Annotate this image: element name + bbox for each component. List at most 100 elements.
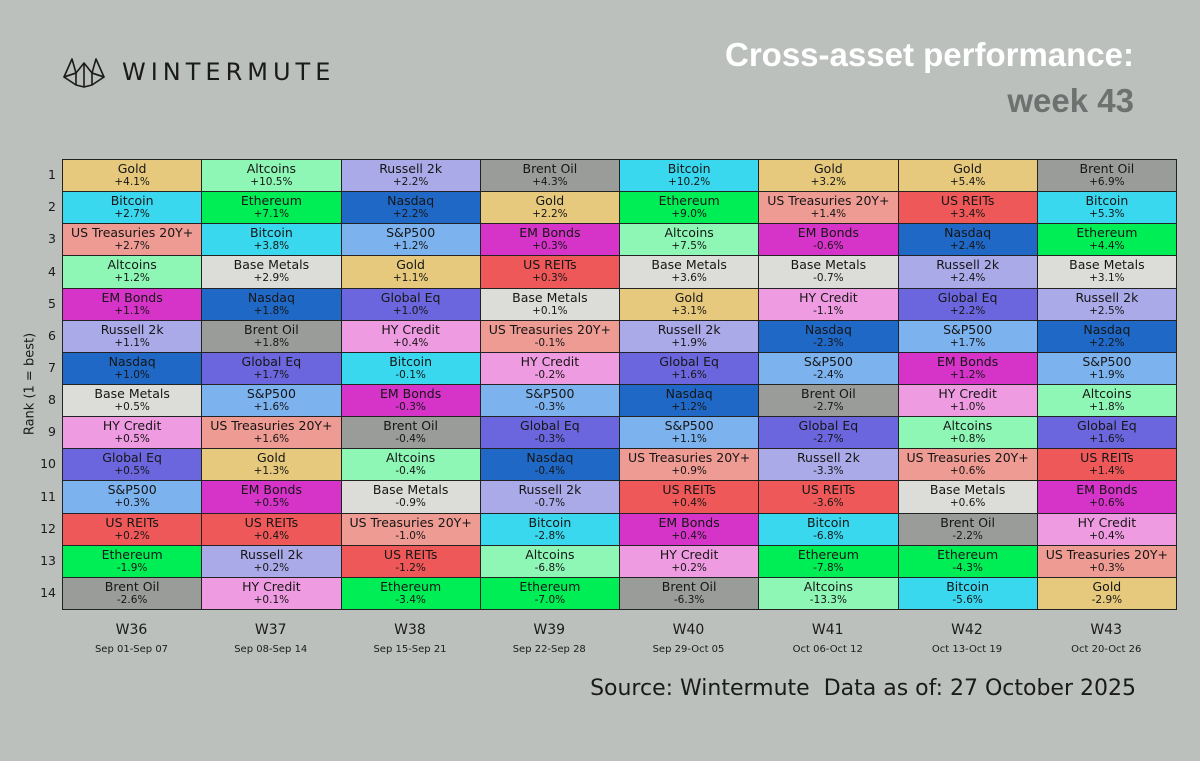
- asset-return: -0.3%: [534, 401, 566, 413]
- asset-name: US Treasuries 20Y+: [627, 450, 751, 466]
- asset-name: EM Bonds: [101, 289, 163, 305]
- table-cell: EM Bonds +0.5%: [201, 480, 342, 514]
- week-label: W37 Sep 08-Sep 14: [201, 622, 340, 655]
- asset-name: Brent Oil: [244, 321, 299, 337]
- asset-return: +0.4%: [392, 336, 429, 349]
- rank-tick-label: 3: [48, 231, 56, 247]
- asset-name: Nasdaq: [526, 450, 574, 466]
- asset-name: US Treasuries 20Y+: [70, 225, 194, 241]
- table-cell: US Treasuries 20Y+ +1.6%: [201, 416, 342, 450]
- table-cell: US REITs +0.4%: [619, 480, 760, 514]
- asset-name: Altcoins: [246, 161, 297, 176]
- table-cell: S&P500 +1.9%: [1036, 351, 1177, 385]
- table-cell: Ethereum +9.0%: [619, 191, 760, 225]
- asset-return: +10.2%: [668, 176, 711, 188]
- asset-name: US REITs: [801, 482, 856, 498]
- asset-name: US REITs: [383, 546, 438, 562]
- asset-return: +1.9%: [1089, 368, 1125, 381]
- table-cell: Base Metals +3.6%: [619, 255, 760, 289]
- table-cell: HY Credit -1.1%: [758, 287, 899, 321]
- table-cell: Ethereum +4.4%: [1036, 223, 1177, 257]
- rank-tick-label: 1: [48, 167, 56, 183]
- asset-name: US Treasuries 20Y+: [210, 418, 333, 434]
- table-cell: US Treasuries 20Y+ +2.7%: [62, 223, 203, 257]
- asset-return: +2.5%: [1089, 304, 1125, 317]
- chart-title: Cross-asset performance:: [725, 36, 1134, 73]
- asset-name: Base Metals: [372, 482, 449, 498]
- asset-name: Bitcoin: [110, 193, 154, 209]
- table-cell: Bitcoin -0.1%: [340, 351, 481, 385]
- asset-name: Ethereum: [937, 546, 999, 562]
- asset-return: +1.1%: [671, 433, 707, 446]
- week-label: W42 Oct 13-Oct 19: [898, 622, 1037, 655]
- asset-return: -0.3%: [395, 401, 426, 413]
- table-cell: Global Eq +1.0%: [340, 287, 481, 321]
- asset-name: Russell 2k: [518, 482, 582, 498]
- asset-name: US Treasuries 20Y+: [767, 193, 890, 209]
- week-dates: Oct 06-Oct 12: [792, 644, 863, 655]
- asset-return: +1.3%: [253, 465, 290, 478]
- asset-return: +10.5%: [250, 176, 293, 188]
- brand-name: WINTERMUTE: [122, 58, 336, 86]
- asset-return: +4.1%: [114, 176, 150, 188]
- week-label: W43 Oct 20-Oct 26: [1037, 622, 1176, 655]
- rank-tick-label: 14: [40, 584, 56, 600]
- asset-return: +1.8%: [253, 336, 290, 349]
- table-cell: US Treasuries 20Y+ +0.9%: [619, 448, 760, 482]
- asset-name: EM Bonds: [658, 514, 720, 530]
- asset-return: +0.3%: [1089, 561, 1125, 574]
- asset-name: HY Credit: [799, 289, 858, 305]
- week-label: W41 Oct 06-Oct 12: [758, 622, 897, 655]
- asset-name: HY Credit: [938, 386, 997, 401]
- asset-name: Brent Oil: [661, 578, 717, 594]
- asset-return: +0.3%: [532, 240, 568, 253]
- week-number: W37: [254, 622, 287, 638]
- asset-return: -2.8%: [534, 529, 566, 542]
- asset-return: +2.2%: [949, 304, 986, 317]
- table-cell: Nasdaq +1.0%: [62, 351, 203, 385]
- week-dates: Sep 08-Sep 14: [234, 644, 308, 655]
- asset-name: Ethereum: [101, 546, 163, 562]
- asset-name: Russell 2k: [796, 450, 860, 466]
- asset-return: +1.2%: [114, 272, 150, 285]
- asset-name: HY Credit: [102, 418, 162, 434]
- asset-return: -5.6%: [952, 593, 983, 606]
- week-number: W36: [115, 622, 148, 638]
- table-cell: Base Metals +3.1%: [1036, 255, 1177, 289]
- asset-return: +1.9%: [671, 336, 707, 349]
- asset-return: +1.0%: [392, 304, 429, 317]
- table-cell: Ethereum -7.0%: [479, 576, 620, 610]
- asset-return: -0.7%: [813, 272, 844, 285]
- rank-tick-label: 9: [48, 424, 56, 440]
- asset-name: S&P500: [943, 321, 993, 337]
- asset-return: -7.0%: [534, 593, 566, 606]
- asset-return: +7.5%: [671, 240, 707, 253]
- table-cell: EM Bonds +0.6%: [1036, 480, 1177, 514]
- asset-name: Ethereum: [380, 578, 442, 594]
- table-cell: Nasdaq -2.3%: [758, 319, 899, 353]
- table-cell: S&P500 -2.4%: [758, 351, 899, 385]
- chart-subtitle: week 43: [1007, 82, 1134, 119]
- asset-name: S&P500: [803, 353, 853, 369]
- asset-return: +1.7%: [949, 336, 986, 349]
- asset-name: S&P500: [664, 418, 714, 434]
- asset-name: Brent Oil: [522, 161, 578, 176]
- table-cell: EM Bonds -0.3%: [340, 384, 481, 418]
- asset-return: +3.1%: [1089, 272, 1125, 285]
- asset-return: -3.4%: [395, 593, 426, 606]
- asset-name: HY Credit: [659, 546, 719, 562]
- table-cell: S&P500 -0.3%: [479, 384, 620, 418]
- table-cell: Russell 2k +1.9%: [619, 319, 760, 353]
- asset-return: -0.3%: [534, 433, 566, 446]
- table-cell: US REITs +0.3%: [479, 255, 620, 289]
- asset-name: US REITs: [940, 193, 995, 209]
- asset-return: +9.0%: [671, 208, 707, 221]
- asset-name: Russell 2k: [100, 321, 164, 337]
- table-cell: HY Credit +0.5%: [62, 416, 203, 450]
- table-cell: S&P500 +1.2%: [340, 223, 481, 257]
- asset-return: +1.4%: [1089, 465, 1125, 478]
- table-cell: Brent Oil +4.3%: [479, 159, 620, 193]
- table-cell: Gold +2.2%: [479, 191, 620, 225]
- table-cell: Russell 2k +2.5%: [1036, 287, 1177, 321]
- asset-return: -2.7%: [813, 401, 844, 413]
